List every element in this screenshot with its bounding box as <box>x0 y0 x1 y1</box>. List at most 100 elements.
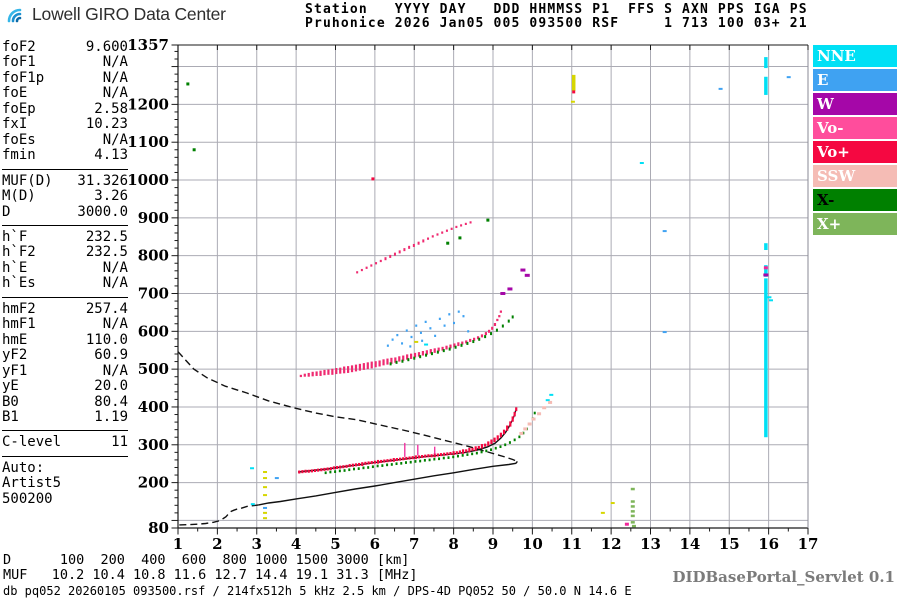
param-label: C-level <box>2 434 62 451</box>
legend-item-x-: X- <box>813 189 897 211</box>
x-tick-label: 2 <box>212 535 222 553</box>
x-tick-label: 8 <box>448 535 458 553</box>
param-label: yE <box>2 378 19 395</box>
x-tick-label: 11 <box>561 535 582 553</box>
x-tick-label: 13 <box>640 535 661 553</box>
param-value: 1.19 <box>94 408 128 425</box>
param-label: foF1p <box>2 69 45 86</box>
y-tick-label: 900 <box>138 209 169 227</box>
param-row: C-level 11 <box>2 434 128 451</box>
param-row: fxI 10.23 <box>2 116 128 133</box>
param-group: MUF(D) 31.326 M(D) 3.26 D 3000.0 <box>2 168 128 225</box>
param-value: 257.4 <box>85 300 128 317</box>
status-line: db pq052 20260105 093500.rsf / 214fx512h… <box>3 584 632 598</box>
param-label: foEp <box>2 100 36 117</box>
param-row: yE 20.0 <box>2 378 128 395</box>
param-value: 20.0 <box>94 378 128 395</box>
x-tick-label: 15 <box>719 535 740 553</box>
param-value: 232.5 <box>85 244 128 261</box>
param-value: N/A <box>102 131 128 148</box>
x-tick-label: 17 <box>798 535 819 553</box>
y-tick-label: 300 <box>138 436 169 454</box>
param-value: 9.600 <box>85 39 128 55</box>
param-label: fmin <box>2 147 36 164</box>
header-values-line: Pruhonice 2026 Jan05 005 093500 RSF 1 71… <box>305 16 808 31</box>
param-value: N/A <box>102 69 128 86</box>
y-tick-label: 1100 <box>127 133 169 151</box>
legend-item-vo+: Vo+ <box>813 141 897 163</box>
x-tick-label: 5 <box>330 535 340 553</box>
param-row: hmF2 257.4 <box>2 300 128 317</box>
y-tick-label: 1000 <box>127 171 169 189</box>
param-label: B0 <box>2 393 19 410</box>
param-label: D <box>2 203 11 220</box>
param-value: N/A <box>102 54 128 71</box>
legend-item-x+: X+ <box>813 213 897 235</box>
param-label: B1 <box>2 408 19 425</box>
param-value: 4.13 <box>94 147 128 164</box>
legend-item-nne: NNE <box>813 45 897 67</box>
param-label: yF2 <box>2 347 28 364</box>
param-row: hmF1 N/A <box>2 316 128 333</box>
param-row: h`E N/A <box>2 259 128 276</box>
param-group: h`F 232.5 h`F2 232.5 h`E N/A h`Es N/A <box>2 224 128 297</box>
param-value: 10.23 <box>85 116 128 133</box>
giro-wave-icon <box>7 8 22 22</box>
param-row: foF1p N/A <box>2 69 128 86</box>
d-distance-row: D 100 200 400 600 800 1000 1500 3000 [km… <box>3 552 410 568</box>
y-tick-label: 400 <box>138 398 169 416</box>
param-row: fmin 4.13 <box>2 147 128 164</box>
param-value: N/A <box>102 362 128 379</box>
y-tick-label: 600 <box>138 322 169 340</box>
x-tick-label: 4 <box>291 535 301 553</box>
legend-item-w: W <box>813 93 897 115</box>
param-value: 2.58 <box>94 100 128 117</box>
param-row: B1 1.19 <box>2 408 128 425</box>
y-tick-label: 800 <box>138 247 169 265</box>
param-label: Auto: <box>2 459 45 476</box>
y-tick-label: 1200 <box>127 95 169 113</box>
direction-legend: NNE E W Vo- Vo+ SSW X- X+ <box>813 45 897 237</box>
param-row: foEs N/A <box>2 131 128 148</box>
param-value: N/A <box>102 85 128 102</box>
param-row: foEp 2.58 <box>2 100 128 117</box>
param-value: N/A <box>102 259 128 276</box>
param-label: 500200 <box>2 490 53 507</box>
param-row: foF2 9.600 <box>2 39 128 55</box>
x-tick-label: 9 <box>488 535 498 553</box>
param-label: h`F2 <box>2 244 36 261</box>
param-row: h`F 232.5 <box>2 228 128 245</box>
x-tick-label: 14 <box>679 535 700 553</box>
x-tick-label: 6 <box>370 535 380 553</box>
y-tick-label: 700 <box>138 284 169 302</box>
param-label: fxI <box>2 116 28 133</box>
param-label: hmF1 <box>2 316 36 333</box>
param-row: 500200 <box>2 490 128 507</box>
param-row: foF1 N/A <box>2 54 128 71</box>
param-label: h`Es <box>2 275 36 292</box>
param-label: foEs <box>2 131 36 148</box>
y-tick-label: 500 <box>138 360 169 378</box>
param-label: foF2 <box>2 39 36 55</box>
param-value: 60.9 <box>94 347 128 364</box>
param-row: D 3000.0 <box>2 203 128 220</box>
servlet-version-label: DIDBasePortal_Servlet 0.1 <box>672 568 895 586</box>
x-tick-label: 7 <box>409 535 419 553</box>
param-label: h`E <box>2 259 28 276</box>
param-group: foF2 9.600 foF1 N/A foF1p N/A foE N/A foEp 2.58 fx… <box>2 39 128 169</box>
param-value: 232.5 <box>85 228 128 245</box>
param-row: yF2 60.9 <box>2 347 128 364</box>
param-row: foE N/A <box>2 85 128 102</box>
param-row: M(D) 3.26 <box>2 188 128 204</box>
x-tick-label: 10 <box>522 535 543 553</box>
param-value: 11 <box>111 434 128 451</box>
param-row: hmE 110.0 <box>2 332 128 348</box>
logo-text: Lowell GIRO Data Center <box>32 4 226 24</box>
legend-item-e: E <box>813 69 897 91</box>
logo: Lowell GIRO Data Center <box>6 4 226 25</box>
y-tick-label: 1357 <box>127 36 169 54</box>
station-header: Station YYYY DAY DDD HHMMSS P1 FFS S AXN… <box>305 3 808 31</box>
y-tick-label: 200 <box>138 474 169 492</box>
param-value: N/A <box>102 275 128 292</box>
